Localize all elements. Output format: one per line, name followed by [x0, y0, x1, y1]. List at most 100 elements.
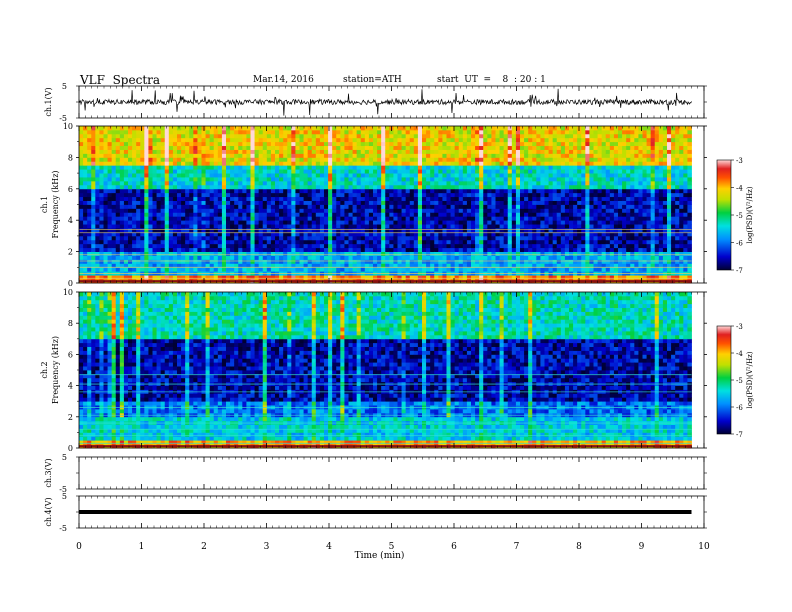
spec1-cell — [360, 263, 366, 268]
spec1-cell — [209, 133, 215, 139]
spec1-cell — [275, 188, 280, 194]
spec1-cell — [356, 267, 362, 272]
spec1-cell — [479, 243, 484, 249]
spec1-cell — [438, 208, 443, 213]
spec1-cell — [422, 169, 427, 174]
spec1-cell — [426, 216, 431, 221]
spec1-cell — [144, 208, 149, 213]
spec1-cell — [111, 275, 117, 280]
spec1-cell — [230, 235, 235, 241]
spec1-cell — [275, 235, 280, 241]
spec1-cell — [119, 169, 125, 174]
spec1-cell — [250, 208, 255, 213]
spec1-cell — [246, 224, 251, 229]
spec1-cell — [426, 153, 431, 158]
spec1-cell — [413, 200, 419, 205]
spec1-cell — [189, 196, 194, 201]
spec1-cell — [205, 173, 211, 178]
spec1-cell — [181, 243, 186, 249]
spec1-cell — [422, 149, 427, 154]
spec1-cell — [528, 220, 533, 225]
spec1-cell — [144, 157, 149, 162]
spec1-cell — [279, 184, 284, 190]
spec1-cell — [107, 228, 113, 233]
spec1-cell — [511, 259, 517, 264]
spec1-cell — [270, 169, 276, 174]
spec1-cell — [328, 129, 333, 135]
spec1-cell — [107, 145, 113, 150]
spec1-cell — [426, 235, 431, 241]
spec1-cell — [307, 141, 313, 147]
spec1-cell — [148, 161, 153, 166]
spec1-cell — [409, 212, 415, 217]
spec1-cell — [560, 263, 566, 268]
spec1-cell — [148, 173, 153, 178]
spec1-cell — [144, 145, 149, 150]
spec1-cell — [573, 126, 578, 131]
spec1-cell — [291, 224, 296, 229]
spec1-cell — [136, 216, 141, 221]
spec1-cell — [270, 153, 276, 158]
spec1-cell — [115, 247, 121, 253]
spec1-cell — [573, 192, 578, 198]
spec1-cell — [356, 133, 362, 139]
spec1-cell — [299, 177, 304, 182]
spec1-cell — [311, 224, 317, 229]
spec1-cell — [585, 173, 590, 178]
spec1-cell — [238, 173, 243, 178]
spec1-cell — [226, 212, 231, 217]
spec1-cell — [495, 145, 500, 150]
spec1-cell — [132, 173, 137, 178]
spec1-cell — [479, 169, 484, 174]
spec1-cell — [242, 196, 247, 201]
spec1-cell — [377, 235, 382, 241]
spec1-cell — [119, 204, 125, 209]
spec1-cell — [201, 192, 206, 198]
spec1-cell — [409, 247, 415, 253]
spec1-cell — [87, 267, 92, 272]
spec1-cell — [185, 263, 190, 268]
spec1-cell — [99, 251, 104, 256]
spec1-cell — [181, 259, 186, 264]
spec1-cell — [123, 133, 129, 139]
spec1-cell — [254, 173, 260, 178]
spec1-cell — [324, 204, 329, 209]
spec1-cell — [148, 165, 153, 170]
spec1-cell — [287, 235, 292, 241]
spec1-cell — [532, 129, 537, 135]
spec1-cell — [107, 133, 113, 139]
spec1-cell — [254, 275, 260, 280]
spec1-cell — [373, 153, 378, 158]
spec1-cell — [172, 126, 178, 131]
spec1-cell — [140, 263, 145, 268]
spec1-cell — [140, 235, 145, 241]
spec1-cell — [242, 137, 247, 143]
spec1-cell — [107, 267, 113, 272]
spec1-cell — [540, 177, 545, 182]
spec1-cell — [91, 231, 96, 237]
spec1-cell — [136, 228, 141, 233]
spec1-cell — [177, 192, 182, 198]
spec1-cell — [495, 161, 500, 166]
spec1-cell — [128, 188, 133, 194]
spec1-cell — [409, 169, 415, 174]
spec1-cell — [454, 173, 460, 178]
spec1-cell — [438, 137, 443, 143]
spec1-cell — [103, 137, 108, 143]
spec1-cell — [307, 180, 313, 186]
spec1-cell — [299, 235, 304, 241]
spec1-cell — [442, 141, 447, 147]
spec1-cell — [352, 180, 358, 186]
spec1-cell — [328, 180, 333, 186]
spec1-cell — [275, 129, 280, 135]
spec1-cell — [564, 165, 570, 170]
spec1-cell — [524, 145, 529, 150]
spec1-cell — [377, 145, 382, 150]
spec1-cell — [189, 145, 194, 150]
spec1-cell — [454, 200, 460, 205]
spec1-cell — [209, 161, 215, 166]
spec1-cell — [144, 165, 149, 170]
spec1-cell — [377, 231, 382, 237]
spec1-cell — [123, 220, 129, 225]
spec1-cell — [360, 133, 366, 139]
